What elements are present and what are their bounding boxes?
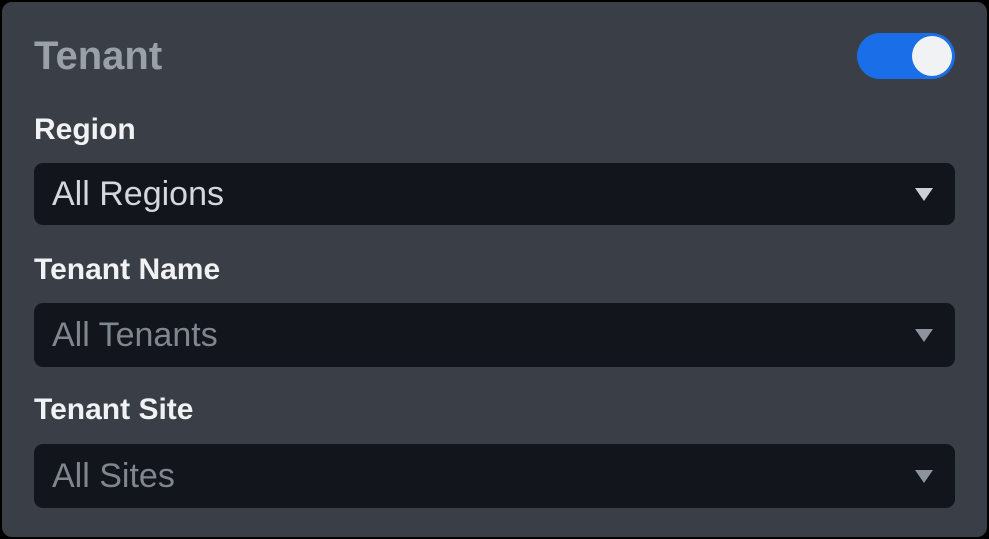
page-title: Tenant — [34, 34, 163, 78]
region-select-value: All Regions — [52, 175, 224, 213]
toggle-knob-icon — [912, 36, 952, 76]
chevron-down-icon — [915, 187, 933, 201]
tenant-name-label: Tenant Name — [34, 253, 221, 286]
chevron-down-icon — [915, 469, 933, 483]
tenant-name-select[interactable]: All Tenants — [34, 303, 955, 367]
region-select[interactable]: All Regions — [34, 163, 955, 225]
region-label: Region — [34, 113, 136, 146]
tenant-toggle[interactable] — [857, 33, 955, 79]
tenant-site-select-value: All Sites — [52, 457, 175, 495]
chevron-down-icon — [915, 328, 933, 342]
panel-header: Tenant — [34, 32, 955, 80]
tenant-site-label: Tenant Site — [34, 393, 194, 426]
tenant-name-select-value: All Tenants — [52, 316, 218, 354]
tenant-site-select[interactable]: All Sites — [34, 444, 955, 508]
